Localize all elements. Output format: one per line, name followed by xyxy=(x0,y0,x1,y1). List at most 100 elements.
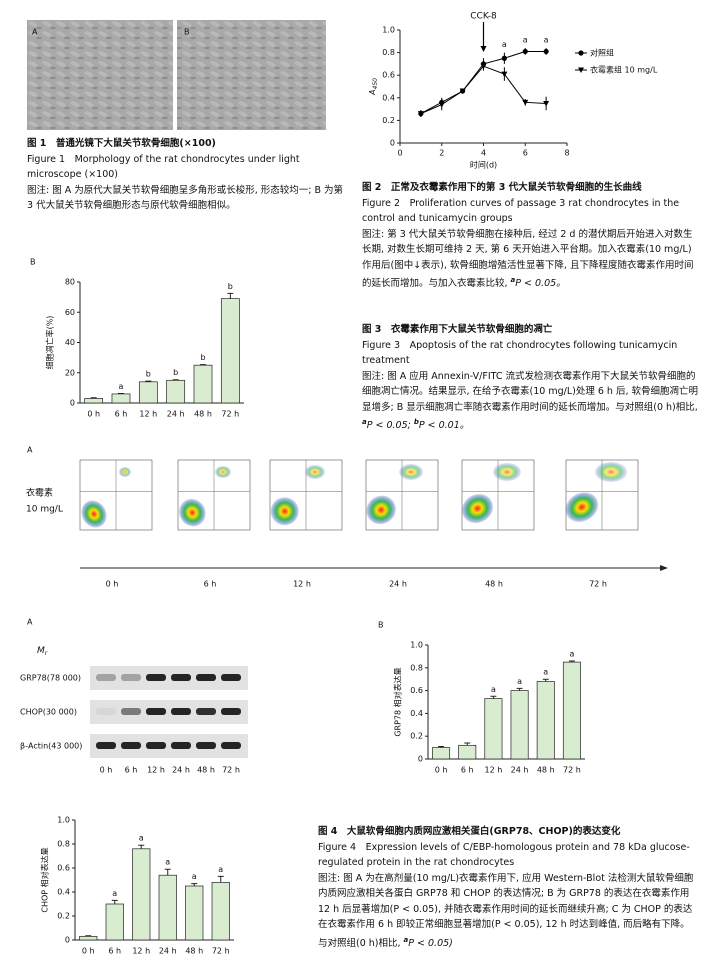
series-line xyxy=(420,65,547,115)
bar xyxy=(484,698,503,760)
time-label: 0 h xyxy=(106,580,119,589)
sig-label: a xyxy=(569,649,574,658)
sig: a xyxy=(362,418,367,426)
sig: b xyxy=(413,418,419,426)
caption-title: 图 4 大鼠软骨细胞内质网应激相关蛋白(GRP78、CHOP)的表达变化 xyxy=(318,826,621,837)
x-tick-label: 0 h xyxy=(435,766,448,775)
legend-label: 衣霉素组 10 mg/L xyxy=(590,65,658,75)
y-tick-label: 80 xyxy=(65,278,75,287)
y-tick-label: 0.8 xyxy=(382,48,395,57)
fig4-caption: 图 4 大鼠软骨细胞内质网应激相关蛋白(GRP78、CHOP)的表达变化 Fig… xyxy=(318,824,698,951)
caption-title: 图 3 衣霉素作用下大鼠关节软骨细胞的凋亡 xyxy=(362,324,553,335)
sig-label: a xyxy=(517,677,522,686)
point xyxy=(480,63,487,70)
band xyxy=(96,742,116,749)
x-tick-label: 6 h xyxy=(461,766,474,775)
y-tick-label: 0.4 xyxy=(382,93,395,102)
x-tick-label: 24 h xyxy=(159,947,177,956)
y-tick-label: 0 xyxy=(418,755,423,764)
sig-label: a xyxy=(491,685,496,694)
error-bar xyxy=(542,678,549,682)
point xyxy=(522,48,528,55)
band xyxy=(221,708,241,715)
panel-label: B xyxy=(378,621,384,630)
p-value: P < 0.05。 xyxy=(515,278,566,290)
sig-label: a xyxy=(119,382,124,391)
x-tick-label: 2 xyxy=(439,149,444,158)
x-tick-label: 4 xyxy=(481,149,486,158)
error-bar xyxy=(164,868,171,876)
error-bar xyxy=(464,742,471,746)
point xyxy=(438,102,445,108)
sig-label: b xyxy=(200,353,205,362)
y-tick-label: 0.2 xyxy=(410,732,423,741)
mr-label: Mr xyxy=(37,646,48,657)
y-label-main: A xyxy=(368,89,377,95)
y-axis-label: GRP78 相对表达量 xyxy=(393,667,403,736)
error-bar xyxy=(172,379,179,381)
x-tick-label: 72 h xyxy=(221,410,239,419)
y-tick-label: 1.0 xyxy=(382,26,395,35)
error-bar xyxy=(490,695,497,699)
time-label: 12 h xyxy=(293,580,311,589)
cell-cluster xyxy=(595,462,627,482)
annotation: CCK-8 xyxy=(470,12,497,22)
cell-cluster xyxy=(493,463,521,481)
y-tick-label: 1.0 xyxy=(410,641,423,650)
cell-cluster xyxy=(305,465,325,479)
bar xyxy=(536,681,555,760)
blot-row-label: β-Actin(43 000) xyxy=(20,742,82,751)
bar xyxy=(138,381,158,404)
bar xyxy=(84,398,104,404)
lane-label: 72 h xyxy=(222,766,240,775)
x-tick-label: 24 h xyxy=(511,766,529,775)
p-value: P < 0.01。 xyxy=(418,420,470,432)
band xyxy=(146,674,166,681)
band xyxy=(221,742,241,749)
sig-label: a xyxy=(218,865,223,874)
micrograph-a xyxy=(27,20,173,130)
band xyxy=(171,742,191,749)
error-bar xyxy=(438,745,445,748)
x-tick-label: 48 h xyxy=(194,410,212,419)
sig-label: b xyxy=(173,368,178,377)
sig-label: a xyxy=(544,36,549,45)
panel-label: B xyxy=(184,28,190,37)
y-tick-label: 60 xyxy=(65,308,75,317)
x-tick-label: 8 xyxy=(564,149,569,158)
note-text: 图注: 图 A 为在高剂量(10 mg/L)衣霉素作用下, 应用 Western… xyxy=(318,872,694,949)
sig: a xyxy=(403,935,409,944)
x-tick-label: 72 h xyxy=(212,947,230,956)
point xyxy=(501,71,508,78)
sig-label: a xyxy=(165,858,170,867)
sig-label: a xyxy=(139,834,144,843)
cell-cluster xyxy=(461,494,493,524)
arrow-head xyxy=(660,565,668,571)
time-label: 48 h xyxy=(485,580,503,589)
band xyxy=(196,674,216,681)
sig-label: b xyxy=(146,370,151,379)
band xyxy=(221,674,241,681)
bar xyxy=(79,936,98,941)
error-bar xyxy=(90,397,97,399)
x-tick-label: 72 h xyxy=(563,766,581,775)
y-tick-label: 40 xyxy=(65,338,75,347)
caption-note: 图注: 图 A 应用 Annexin-V/FITC 流式发检测衣霉素作用下大鼠关… xyxy=(362,369,698,434)
x-tick-label: 0 h xyxy=(82,947,95,956)
sig-label: b xyxy=(228,282,233,291)
cell-cluster xyxy=(179,498,206,527)
error-bar xyxy=(145,380,152,382)
error-bar xyxy=(111,899,118,904)
lane-label: 24 h xyxy=(172,766,190,775)
band xyxy=(121,742,141,749)
y-tick-label: 1.0 xyxy=(57,816,70,825)
caption-title: 图 2 正常及衣霉素作用下的第 3 代大鼠关节软骨细胞的生长曲线 xyxy=(362,182,642,193)
mr-sub: r xyxy=(45,650,48,657)
y-tick-label: 0.4 xyxy=(57,888,70,897)
lane-label: 48 h xyxy=(197,766,215,775)
point xyxy=(543,48,549,55)
x-tick-label: 12 h xyxy=(485,766,503,775)
y-tick-label: 0 xyxy=(390,139,395,148)
x-tick-label: 6 h xyxy=(115,410,128,419)
y-tick-label: 0.6 xyxy=(382,71,395,80)
